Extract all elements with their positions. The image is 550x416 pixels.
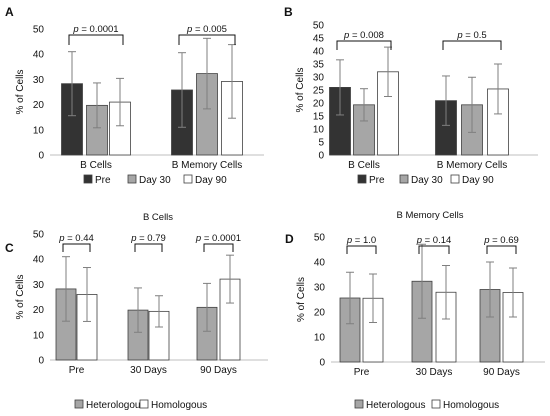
legend-swatch [357, 174, 367, 184]
x-category-label: 90 Days [483, 367, 520, 378]
significance-bracket [346, 245, 377, 254]
x-category-label: Pre [69, 365, 85, 376]
y-tick-label: 20 [33, 100, 45, 111]
y-tick-label: 50 [313, 21, 325, 32]
legend-swatch [431, 399, 441, 409]
p-value-label: p = 0.005 [186, 24, 227, 35]
significance-bracket [418, 245, 450, 254]
chart-title: B Memory Cells [396, 210, 463, 221]
y-tick-label: 30 [313, 73, 325, 84]
y-tick-label: 20 [313, 99, 325, 110]
legend-label: Day 30 [411, 175, 443, 186]
legend-label: Day 90 [462, 175, 494, 186]
y-tick-label: 10 [33, 330, 45, 341]
y-tick-label: 35 [313, 60, 325, 71]
legend-swatch [127, 174, 137, 184]
significance-bracket [203, 243, 234, 252]
y-tick-label: 45 [313, 34, 325, 45]
y-tick-label: 20 [33, 305, 45, 316]
y-tick-label: 30 [314, 283, 326, 294]
y-tick-label: 40 [314, 258, 326, 269]
p-value-label: p = 0.5 [456, 30, 486, 41]
significance-bracket [68, 34, 124, 45]
x-category-label: 90 Days [200, 365, 237, 376]
legend-label: Heterologous [86, 400, 145, 411]
legend-label: Pre [95, 175, 111, 186]
significance-bracket [336, 40, 392, 50]
legend-label: Homologous [443, 400, 499, 411]
p-value-label: p = 0.69 [483, 235, 519, 246]
legend-swatch [354, 399, 364, 409]
legend-label: Day 30 [139, 175, 171, 186]
legend-swatch [450, 174, 460, 184]
y-axis-label: % of Cells [296, 277, 307, 322]
panel-letter: C [5, 241, 14, 255]
p-value-label: p = 0.0001 [195, 233, 241, 244]
legend-swatch [74, 399, 84, 409]
y-tick-label: 20 [314, 308, 326, 319]
panel-d: D B Memory Cells 0 10 20 30 40 50 % of Cells Pre 3… [285, 210, 545, 411]
y-tick-label: 30 [33, 75, 45, 86]
y-tick-label: 0 [38, 356, 44, 367]
y-tick-label: 40 [33, 50, 45, 61]
y-tick-label: 10 [314, 333, 326, 344]
y-axis-label: % of Cells [15, 69, 26, 114]
y-tick-label: 0 [319, 358, 325, 369]
y-tick-label: 10 [313, 125, 325, 136]
panel-letter: D [285, 232, 294, 246]
legend-label: Day 90 [195, 175, 227, 186]
y-tick-label: 5 [318, 138, 324, 149]
x-category-label: Pre [354, 367, 370, 378]
significance-bracket [486, 245, 517, 254]
significance-bracket [62, 243, 91, 252]
legend-swatch [83, 174, 93, 184]
significance-bracket [442, 40, 502, 50]
y-tick-label: 25 [313, 86, 325, 97]
panel-a: A 0 10 20 30 40 50 % of Cells B Cells B Memory Ce… [5, 5, 264, 186]
p-value-label: p = 0.14 [416, 235, 452, 246]
y-tick-label: 50 [33, 25, 45, 36]
y-tick-label: 0 [38, 151, 44, 162]
significance-bracket [134, 243, 163, 252]
p-value-label: p = 0.0001 [72, 24, 118, 35]
x-category-label: B Memory Cells [172, 160, 243, 171]
x-category-label: 30 Days [130, 365, 167, 376]
p-value-label: p = 1.0 [346, 235, 376, 246]
p-value-label: p = 0.44 [58, 233, 94, 244]
x-category-label: B Memory Cells [437, 160, 508, 171]
legend-label: Heterologous [366, 400, 425, 411]
panel-c: C B Cells 0 10 20 30 40 50 % of Cells Pre 30 Days 9… [5, 212, 268, 411]
panel-letter: B [284, 5, 293, 19]
y-axis-label: % of Cells [295, 67, 306, 112]
legend-label: Homologous [151, 400, 207, 411]
panel-letter: A [5, 5, 14, 19]
chart-title: B Cells [143, 212, 173, 223]
y-tick-label: 30 [33, 280, 45, 291]
p-value-label: p = 0.008 [343, 30, 384, 41]
y-tick-label: 0 [318, 151, 324, 162]
y-tick-label: 40 [33, 255, 45, 266]
legend-swatch [139, 399, 149, 409]
y-tick-label: 50 [33, 230, 45, 241]
x-category-label: B Cells [348, 160, 380, 171]
panel-b: B 0 5 10 15 20 25 30 35 40 45 50 % of Cells B Cells B … [284, 5, 538, 186]
y-tick-label: 40 [313, 47, 325, 58]
x-category-label: B Cells [80, 160, 112, 171]
y-axis-label: % of Cells [15, 274, 26, 319]
legend-swatch [399, 174, 409, 184]
significance-bracket [178, 34, 236, 45]
legend-label: Pre [369, 175, 385, 186]
y-tick-label: 50 [314, 233, 326, 244]
x-category-label: 30 Days [416, 367, 453, 378]
y-tick-label: 10 [33, 125, 45, 136]
legend-swatch [183, 174, 193, 184]
y-tick-label: 15 [313, 112, 325, 123]
p-value-label: p = 0.79 [130, 233, 166, 244]
